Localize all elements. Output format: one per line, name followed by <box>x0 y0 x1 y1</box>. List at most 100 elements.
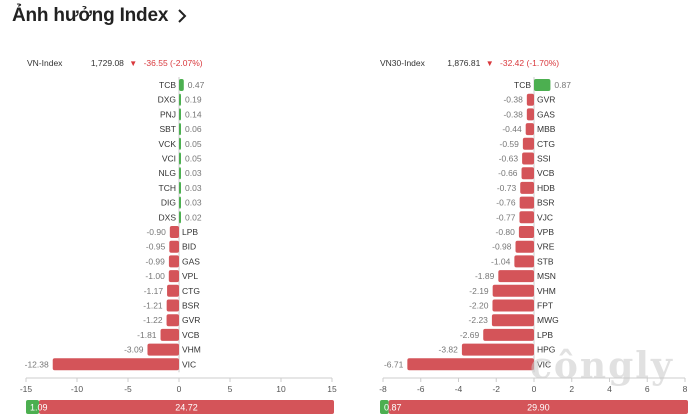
bar-mbb[interactable] <box>525 123 534 136</box>
bar-sbt[interactable] <box>179 123 181 136</box>
ticker-label: VHM <box>182 345 201 355</box>
x-tick-label: -10 <box>71 384 84 394</box>
bar-ctg[interactable] <box>167 284 179 297</box>
x-tick-label: 15 <box>327 384 337 394</box>
value-label: 0.05 <box>185 154 202 164</box>
ticker-label: SBT <box>159 124 176 134</box>
value-label: -2.69 <box>460 330 480 340</box>
ticker-label: NLG <box>159 168 176 178</box>
bar-vck[interactable] <box>179 137 181 150</box>
bar-lpb[interactable] <box>483 328 534 341</box>
vn30-index-header: VN30-Index 1,876.81 ▼ -32.42 (-1.70%) <box>380 58 559 68</box>
value-label: -0.63 <box>499 154 519 164</box>
bar-nlg[interactable] <box>179 167 181 180</box>
bar-ctg[interactable] <box>522 137 534 150</box>
bar-bsr[interactable] <box>519 196 534 209</box>
ticker-label: VIC <box>537 359 551 369</box>
x-tick-label: -2 <box>492 384 500 394</box>
summary-positive-label: 1.09 <box>30 403 48 413</box>
value-label: -3.82 <box>439 345 459 355</box>
x-tick-label: 4 <box>607 384 612 394</box>
bar-vpl[interactable] <box>168 270 179 283</box>
bar-hdb[interactable] <box>520 181 534 194</box>
value-label: -0.99 <box>146 256 166 266</box>
x-tick-label: 8 <box>683 384 688 394</box>
x-tick-label: 5 <box>228 384 233 394</box>
x-tick-label: 0 <box>177 384 182 394</box>
ticker-label: DXS <box>159 212 177 222</box>
x-tick-label: 10 <box>276 384 286 394</box>
bar-fpt[interactable] <box>492 299 534 312</box>
value-label: -1.22 <box>143 315 163 325</box>
ticker-label: STB <box>537 256 554 266</box>
vn-index-change: -36.55 (-2.07%) <box>143 58 203 68</box>
bar-vre[interactable] <box>515 240 534 253</box>
bar-vhm[interactable] <box>492 284 534 297</box>
bar-gas[interactable] <box>526 108 534 121</box>
bar-vhm[interactable] <box>147 343 179 356</box>
bar-vcb[interactable] <box>521 167 534 180</box>
summary-positive-bar <box>26 400 40 414</box>
ticker-label: GVR <box>182 315 200 325</box>
ticker-label: VPB <box>537 227 554 237</box>
chevron-right-icon[interactable] <box>176 7 188 25</box>
bar-tch[interactable] <box>179 181 181 194</box>
ticker-label: MWG <box>537 315 559 325</box>
x-tick-label: 6 <box>645 384 650 394</box>
value-label: 0.87 <box>554 80 571 90</box>
bar-stb[interactable] <box>514 255 534 268</box>
bar-gas[interactable] <box>168 255 179 268</box>
bar-vic[interactable] <box>407 358 534 371</box>
vn30-index-value: 1,876.81 <box>447 58 481 68</box>
bar-lpb[interactable] <box>169 226 179 238</box>
ticker-label: DIG <box>161 198 176 208</box>
summary-negative-bar <box>388 400 688 414</box>
x-tick-label: 0 <box>532 384 537 394</box>
page-title[interactable]: Ảnh hưởng Index <box>12 5 169 26</box>
vn-index-chart: TCB 0.47 DXG 0.19 PNJ 0.14 SBT 0.06 VCK 0.05 VCI 0.… <box>20 77 337 414</box>
value-label: -0.38 <box>503 95 523 105</box>
title-row[interactable]: Ảnh hưởng Index <box>12 5 188 27</box>
ticker-label: VIC <box>182 359 196 369</box>
bar-tcb[interactable] <box>534 79 551 91</box>
ticker-label: VCB <box>537 168 555 178</box>
value-label: 0.14 <box>185 109 202 119</box>
bar-vic[interactable] <box>52 358 179 371</box>
summary-negative-label: 29.90 <box>527 403 550 413</box>
bar-hpg[interactable] <box>461 343 534 356</box>
summary-negative-bar <box>39 400 335 414</box>
bar-vpb[interactable] <box>518 226 534 238</box>
bar-vjc[interactable] <box>519 211 534 224</box>
value-label: -0.98 <box>492 242 512 252</box>
x-tick-label: -6 <box>417 384 425 394</box>
ticker-label: DXG <box>158 95 176 105</box>
value-label: -1.00 <box>145 271 165 281</box>
bar-vcb[interactable] <box>160 328 179 341</box>
ticker-label: HDB <box>537 183 555 193</box>
bar-ssi[interactable] <box>522 152 534 165</box>
summary-positive-bar <box>380 400 389 414</box>
bar-bid[interactable] <box>169 240 179 253</box>
ticker-label: GAS <box>182 256 200 266</box>
summary-positive-label: 0.87 <box>384 403 402 413</box>
ticker-label: BSR <box>537 198 554 208</box>
value-label: -0.44 <box>502 124 522 134</box>
ticker-label: VJC <box>537 212 553 222</box>
bar-dxs[interactable] <box>179 211 181 224</box>
bar-pnj[interactable] <box>179 108 181 121</box>
bar-tcb[interactable] <box>179 79 184 91</box>
bar-dig[interactable] <box>179 196 181 209</box>
ticker-label: CTG <box>537 139 555 149</box>
ticker-label: VRE <box>537 242 555 252</box>
bar-mwg[interactable] <box>491 314 534 327</box>
bar-msn[interactable] <box>498 270 534 283</box>
value-label: -0.77 <box>496 212 516 222</box>
ticker-label: BSR <box>182 301 199 311</box>
down-arrow-icon: ▼ <box>485 59 494 68</box>
bar-gvr[interactable] <box>526 93 534 106</box>
bar-bsr[interactable] <box>166 299 179 312</box>
value-label: 0.19 <box>185 95 202 105</box>
bar-dxg[interactable] <box>179 93 181 106</box>
bar-vci[interactable] <box>179 152 181 165</box>
bar-gvr[interactable] <box>166 314 179 327</box>
